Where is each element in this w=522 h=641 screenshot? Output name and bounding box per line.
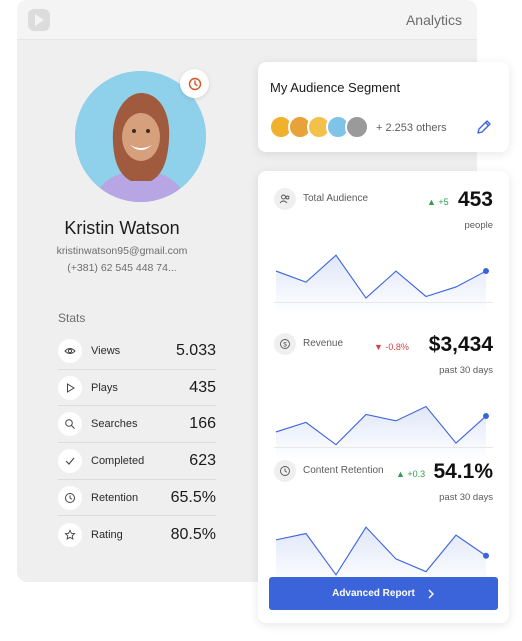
metric-change: ▲ +0.3 xyxy=(396,469,426,479)
metric-sparkline xyxy=(275,405,489,459)
metric-revenue: $ Revenue ▼ -0.8% $3,434 past 30 days xyxy=(274,333,493,461)
dollar-icon: $ xyxy=(274,333,296,355)
audience-avatar xyxy=(345,115,369,139)
users-icon xyxy=(274,188,296,210)
stats-list: Views 5.033 Plays 435 Searches 166 Compl… xyxy=(58,333,216,553)
stat-label: Views xyxy=(91,344,121,357)
stat-label: Rating xyxy=(91,528,123,541)
sparkline-line xyxy=(275,405,487,446)
sparkline-line xyxy=(275,526,487,576)
sparkline-endpoint xyxy=(483,552,489,559)
divider xyxy=(274,447,493,448)
metric-sub: past 30 days xyxy=(439,492,493,503)
metric-sub: past 30 days xyxy=(439,365,493,376)
app-title: Analytics xyxy=(405,12,462,28)
audience-segment-card: My Audience Segment + 2.253 others xyxy=(258,62,509,152)
metric-total-audience: Total Audience ▲ +5 453 people xyxy=(274,188,493,316)
stat-row-completed: Completed 623 xyxy=(58,443,216,480)
stat-label: Completed xyxy=(91,454,145,467)
app-logo-icon xyxy=(28,9,50,31)
metric-label: Revenue xyxy=(303,338,344,349)
metric-label: Total Audience xyxy=(303,193,369,204)
search-icon xyxy=(58,412,82,437)
star-icon xyxy=(58,522,82,547)
play-icon xyxy=(58,375,82,400)
stat-row-retention: Retention 65.5% xyxy=(58,480,216,517)
stat-value: 435 xyxy=(189,378,216,396)
stat-row-rating: Rating 80.5% xyxy=(58,516,216,553)
pencil-icon xyxy=(477,120,491,134)
stat-row-searches: Searches 166 xyxy=(58,406,216,444)
metrics-card: Total Audience ▲ +5 453 people $ Revenue… xyxy=(258,171,509,623)
metric-change: ▲ +5 xyxy=(427,197,449,207)
stat-row-views: Views 5.033 xyxy=(58,333,216,370)
stat-value: 80.5% xyxy=(170,525,216,543)
clock-icon xyxy=(188,77,201,90)
metric-value: 54.1% xyxy=(433,460,493,483)
stat-value: 623 xyxy=(189,451,216,469)
metric-sparkline xyxy=(275,254,489,314)
metric-label: Content Retention xyxy=(303,465,384,476)
sparkline-area xyxy=(276,527,486,586)
profile-phone: (+381) 62 545 448 74... xyxy=(67,262,177,274)
edit-segment-button[interactable] xyxy=(474,117,494,137)
stat-label: Retention xyxy=(91,491,139,504)
metric-value: 453 xyxy=(457,188,493,211)
profile-name: Kristin Watson xyxy=(64,218,180,238)
stat-label: Plays xyxy=(91,381,118,394)
stat-value: 5.033 xyxy=(175,341,216,359)
metric-value: $3,434 xyxy=(428,333,493,356)
profile-email: kristinwatson95@gmail.com xyxy=(56,245,188,257)
advanced-report-button[interactable]: Advanced Report xyxy=(269,577,498,610)
app-header: Analytics xyxy=(17,0,477,40)
stats-title: Stats xyxy=(58,311,86,325)
metric-sparkline xyxy=(275,526,489,586)
recent-activity-button[interactable] xyxy=(180,69,209,98)
audience-avatars xyxy=(269,115,379,141)
clock-icon xyxy=(58,485,82,510)
stat-label: Searches xyxy=(91,418,138,431)
sparkline-endpoint xyxy=(483,268,489,275)
avatar-photo xyxy=(75,71,206,202)
metric-sub: people xyxy=(464,220,493,231)
chevron-right-icon xyxy=(428,589,434,598)
clock-icon xyxy=(274,460,296,482)
stat-row-plays: Plays 435 xyxy=(58,370,216,407)
sparkline-endpoint xyxy=(483,413,489,420)
metric-content-retention: Content Retention ▲ +0.3 54.1% past 30 d… xyxy=(274,460,493,588)
metric-change: ▼ -0.8% xyxy=(374,342,409,352)
others-count: + 2.253 others xyxy=(376,122,447,134)
segment-title: My Audience Segment xyxy=(270,80,401,95)
check-icon xyxy=(58,448,82,473)
sparkline-line xyxy=(275,254,487,299)
sparkline-area xyxy=(276,406,486,459)
eye-icon xyxy=(58,338,82,363)
divider xyxy=(274,302,493,303)
stat-value: 166 xyxy=(189,415,216,433)
advanced-report-label: Advanced Report xyxy=(332,588,415,599)
svg-text:$: $ xyxy=(283,342,287,349)
stat-value: 65.5% xyxy=(170,488,216,506)
